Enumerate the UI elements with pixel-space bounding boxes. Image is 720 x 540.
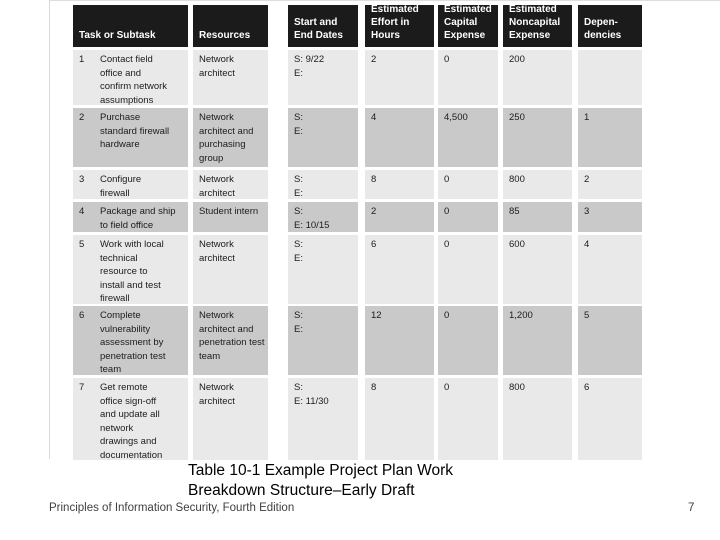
slide-top-edge-line: [49, 0, 720, 1]
cell-task-row-6: 6 Complete vulnerability assessment by pe…: [73, 306, 188, 375]
cell-capital-row-7: 0: [438, 378, 498, 460]
cell-resources-row-5: Network architect: [193, 235, 268, 304]
cell-noncapital-row-4: 85: [503, 202, 572, 232]
cell-dates-row-3: S: E:: [288, 170, 358, 199]
row-number: 2: [79, 112, 85, 123]
cell-noncapital-row-3: 800: [503, 170, 572, 199]
column-header-resources: Resources: [193, 5, 268, 47]
cell-task-row-1: 1 Contact field office and confirm networ…: [73, 50, 188, 105]
task-text: Purchase standard firewall hardware: [100, 112, 170, 150]
cell-capital-row-5: 0: [438, 235, 498, 304]
cell-effort-row-1: 2: [365, 50, 434, 105]
column-header-capital: Estimated Capital Expense: [438, 5, 498, 47]
footer-text: Principles of Information Security, Four…: [49, 502, 295, 514]
cell-effort-row-7: 8: [365, 378, 434, 460]
cell-resources-row-1: Network architect: [193, 50, 268, 105]
cell-task-row-2: 2 Purchase standard firewall hardware: [73, 108, 188, 167]
cell-task-row-7: 7 Get remote office sign-off and update a…: [73, 378, 188, 460]
page-number: 7: [688, 502, 695, 514]
cell-dependencies-row-1: [578, 50, 642, 105]
cell-capital-row-3: 0: [438, 170, 498, 199]
cell-effort-row-6: 12: [365, 306, 434, 375]
cell-task-row-5: 5 Work with local technical resource to i…: [73, 235, 188, 304]
cell-dates-row-4: S: E: 10/15: [288, 202, 358, 232]
task-text: Work with local technical resource to in…: [100, 239, 164, 304]
cell-dependencies-row-7: 6: [578, 378, 642, 460]
task-text: Package and ship to field office: [100, 206, 176, 231]
cell-capital-row-1: 0: [438, 50, 498, 105]
cell-resources-row-6: Network architect and penetration test t…: [193, 306, 268, 375]
cell-noncapital-row-1: 200: [503, 50, 572, 105]
cell-dependencies-row-4: 3: [578, 202, 642, 232]
cell-noncapital-row-7: 800: [503, 378, 572, 460]
task-text: Configure firewall: [100, 174, 142, 199]
column-header-dependencies: Depen- dencies: [578, 5, 642, 47]
table-caption: Table 10-1 Example Project Plan Work Bre…: [188, 461, 588, 501]
cell-task-row-4: 4 Package and ship to field office: [73, 202, 188, 232]
row-number: 4: [79, 206, 85, 217]
cell-dependencies-row-3: 2: [578, 170, 642, 199]
row-number: 1: [79, 54, 85, 65]
cell-dependencies-row-6: 5: [578, 306, 642, 375]
cell-dates-row-1: S: 9/22 E:: [288, 50, 358, 105]
cell-effort-row-5: 6: [365, 235, 434, 304]
slide-left-edge-line: [49, 0, 50, 459]
cell-capital-row-4: 0: [438, 202, 498, 232]
column-header-effort: Estimated Effort in Hours: [365, 5, 434, 47]
row-number: 5: [79, 239, 85, 250]
row-number: 7: [79, 382, 85, 393]
cell-dates-row-7: S: E: 11/30: [288, 378, 358, 460]
cell-noncapital-row-2: 250: [503, 108, 572, 167]
cell-effort-row-3: 8: [365, 170, 434, 199]
cell-task-row-3: 3 Configure firewall: [73, 170, 188, 199]
row-number: 3: [79, 174, 85, 185]
cell-dependencies-row-2: 1: [578, 108, 642, 167]
cell-noncapital-row-6: 1,200: [503, 306, 572, 375]
row-number: 6: [79, 310, 85, 321]
cell-resources-row-2: Network architect and purchasing group: [193, 108, 268, 167]
cell-effort-row-2: 4: [365, 108, 434, 167]
cell-resources-row-3: Network architect: [193, 170, 268, 199]
cell-noncapital-row-5: 600: [503, 235, 572, 304]
cell-dependencies-row-5: 4: [578, 235, 642, 304]
task-text: Contact field office and confirm network…: [100, 54, 168, 105]
column-header-task: Task or Subtask: [73, 5, 188, 47]
column-header-dates: Start and End Dates: [288, 5, 358, 47]
task-text: Get remote office sign-off and update al…: [100, 382, 163, 460]
cell-capital-row-2: 4,500: [438, 108, 498, 167]
cell-capital-row-6: 0: [438, 306, 498, 375]
task-text: Complete vulnerability assessment by pen…: [100, 310, 166, 375]
cell-effort-row-4: 2: [365, 202, 434, 232]
cell-resources-row-4: Student intern: [193, 202, 268, 232]
column-header-noncapital: Estimated Noncapital Expense: [503, 5, 572, 47]
table-caption-line1: Table 10-1 Example Project Plan Work: [188, 462, 454, 479]
cell-dates-row-5: S: E:: [288, 235, 358, 304]
cell-resources-row-7: Network architect: [193, 378, 268, 460]
wbs-table: Task or Subtask Resources Start and End Da…: [73, 5, 642, 460]
cell-dates-row-6: S: E:: [288, 306, 358, 375]
cell-dates-row-2: S: E:: [288, 108, 358, 167]
table-caption-line2: Breakdown Structure–Early Draft: [188, 482, 415, 499]
